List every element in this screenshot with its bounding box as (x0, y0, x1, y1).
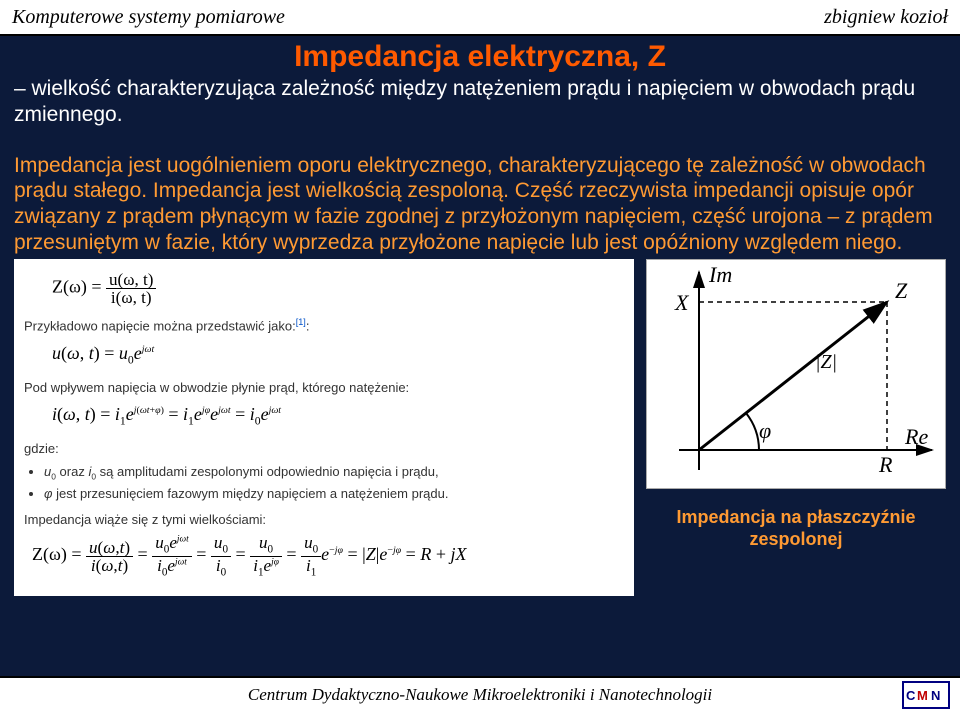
caption-line1: Impedancja na płaszczyźnie (676, 507, 915, 527)
line3: gdzie: (24, 440, 624, 458)
slide-title: Impedancja elektryczna, Z (14, 40, 946, 74)
eq1-den: i(ω, t) (106, 289, 156, 306)
eq4: Z(ω) = u(ω,t)i(ω,t) = u0ejωti0ejωt = u0i… (32, 534, 624, 578)
eq2: u(ω, t) = u0ejωt (52, 341, 624, 368)
eq3: i(ω, t) = i1ej(ωt+φ) = i1ejφejωt = i0ejω… (52, 402, 624, 429)
z-label: Z (895, 278, 908, 303)
body-text: – wielkość charakteryzująca zależność mi… (14, 76, 946, 255)
para2: Impedancja jest uogólnieniem oporu elekt… (14, 154, 933, 254)
bullet1: u0 oraz i0 są amplitudami zespolonymi od… (44, 463, 624, 483)
para1: – wielkość charakteryzująca zależność mi… (14, 77, 915, 126)
x-label: X (674, 290, 690, 315)
phi-label: φ (759, 418, 771, 443)
lower-row: Z(ω) = u(ω, t)i(ω, t) Przykładowo napięc… (14, 259, 946, 596)
header-right: zbigniew kozioł (824, 6, 948, 29)
axis-re-label: Re (904, 424, 928, 449)
ref1: [1] (296, 317, 306, 327)
slide-content: Impedancja elektryczna, Z – wielkość cha… (0, 36, 960, 596)
eq1: Z(ω) = u(ω, t)i(ω, t) (52, 271, 624, 306)
line1: Przykładowo napięcie można przedstawić j… (24, 316, 624, 335)
eq4-lhs: Z(ω) = (32, 544, 81, 564)
slide-footer: Centrum Dydaktyczno-Naukowe Mikroelektro… (0, 676, 960, 712)
bullet2: φ jest przesunięciem fazowym między napi… (44, 485, 624, 503)
right-column: Im X Z |Z| φ Re R Impedancja na płaszczy… (646, 259, 946, 596)
slide-header: Komputerowe systemy pomiarowe zbigniew k… (0, 0, 960, 36)
axis-im-label: Im (708, 262, 732, 287)
svg-text:N: N (931, 688, 940, 703)
line4: Impedancja wiąże się z tymi wielkościami… (24, 511, 624, 529)
caption-line2: zespolonej (749, 529, 842, 549)
line2: Pod wpływem napięcia w obwodzie płynie p… (24, 379, 624, 397)
diagram-svg: Im X Z |Z| φ Re R (647, 260, 947, 490)
line1-text: Przykładowo napięcie można przedstawić j… (24, 319, 296, 334)
impedance-diagram: Im X Z |Z| φ Re R (646, 259, 946, 489)
header-left: Komputerowe systemy pomiarowe (12, 6, 285, 29)
svg-text:M: M (917, 688, 928, 703)
r-label: R (878, 452, 893, 477)
absz-label: |Z| (815, 351, 837, 373)
eq1-num: u(ω, t) (106, 271, 156, 289)
formulas-panel: Z(ω) = u(ω, t)i(ω, t) Przykładowo napięc… (14, 259, 634, 596)
diagram-caption: Impedancja na płaszczyźnie zespolonej (676, 507, 915, 550)
footer-logo: CMN (902, 681, 950, 709)
eq1-lhs: Z(ω) = (52, 277, 101, 297)
bullet-list: u0 oraz i0 są amplitudami zespolonymi od… (44, 463, 624, 503)
footer-text: Centrum Dydaktyczno-Naukowe Mikroelektro… (248, 685, 712, 705)
svg-text:C: C (906, 688, 916, 703)
